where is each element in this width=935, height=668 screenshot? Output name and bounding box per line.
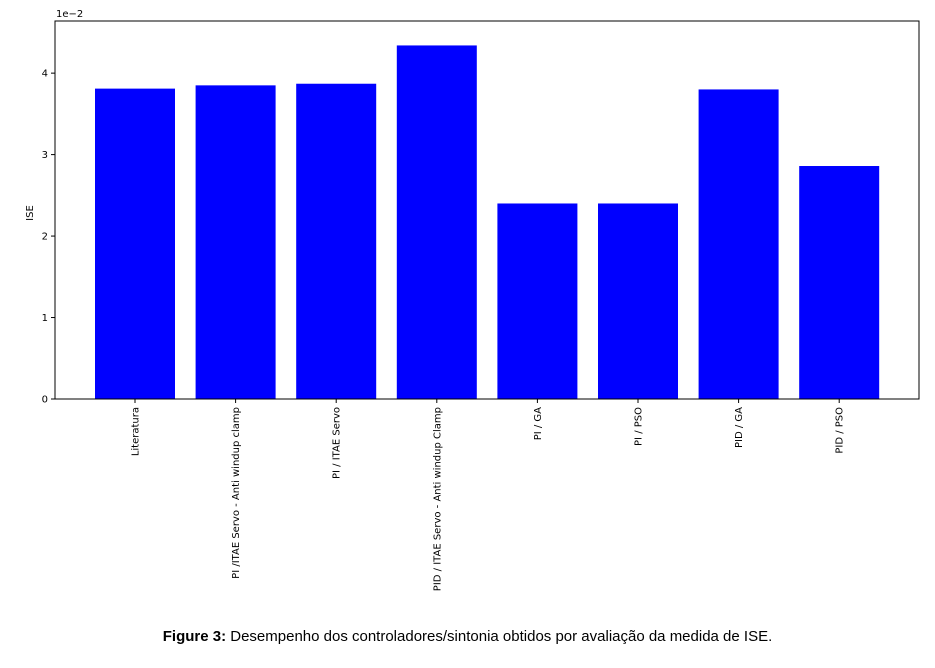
y-tick-label: 3 xyxy=(42,150,48,161)
y-tick-label: 4 xyxy=(42,69,48,80)
x-tick-label: PI /ITAE Servo - Anti windup clamp xyxy=(231,407,242,579)
y-tick-label: 1 xyxy=(42,313,48,324)
bar-0 xyxy=(95,88,175,399)
x-tick-label: PID / ITAE Servo - Anti windup Clamp xyxy=(432,407,443,591)
x-tick-label: PID / PSO xyxy=(835,407,846,454)
y-tick-label: 0 xyxy=(42,395,48,406)
bar-6 xyxy=(698,89,779,400)
y-offset-text: 1e−2 xyxy=(56,9,83,20)
figure-caption: Figure 3: Desempenho dos controladores/s… xyxy=(0,628,935,645)
bar-chart: 0 1 2 3 4 Literatura PI /ITAE Servo - Anti wi… xyxy=(25,9,920,591)
y-axis-label: ISE xyxy=(25,205,36,221)
caption-text: Desempenho dos controladores/sintonia ob… xyxy=(226,628,773,645)
plot-frame xyxy=(54,20,920,400)
bars-group xyxy=(95,45,880,400)
y-ticks-group: 0 1 2 3 4 xyxy=(42,69,55,406)
bar-4 xyxy=(497,203,578,399)
bar-3 xyxy=(396,45,477,399)
caption-label: Figure 3: xyxy=(162,628,227,645)
x-tick-label: PID / GA xyxy=(734,407,745,448)
y-tick-label: 2 xyxy=(42,232,48,243)
x-tick-label: Literatura xyxy=(131,407,142,456)
bar-5 xyxy=(598,203,678,399)
x-tick-label: PI / GA xyxy=(533,407,544,440)
x-tick-label: PI / ITAE Servo xyxy=(332,407,343,479)
x-tick-label: PI / PSO xyxy=(634,407,645,446)
bar-1 xyxy=(195,85,276,399)
bar-7 xyxy=(799,166,880,399)
bar-2 xyxy=(296,83,377,399)
x-ticks-group: Literatura PI /ITAE Servo - Anti windup c… xyxy=(131,399,846,591)
